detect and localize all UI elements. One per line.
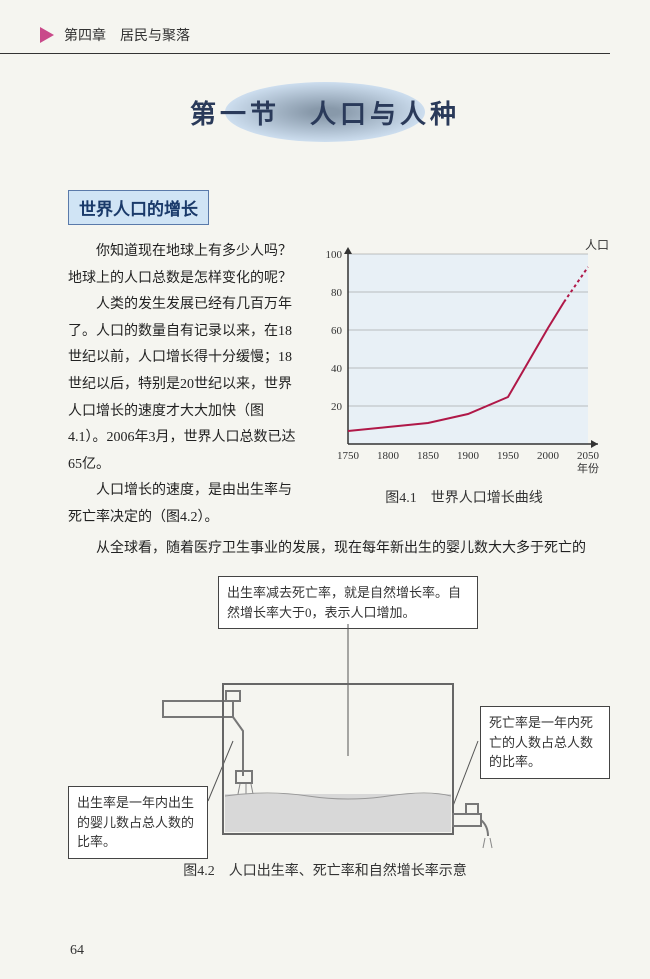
page-header: 第四章 居民与聚落 [0, 0, 610, 54]
section-title: 第一节 人口与人种 [0, 94, 650, 131]
text-column: 你知道现在地球上有多少人吗？地球上的人口总数是怎样变化的呢？ 人类的发生发展已经… [68, 239, 298, 532]
chart41-caption: 图4.1 世界人口增长曲线 [318, 487, 610, 507]
content-row: 你知道现在地球上有多少人吗？地球上的人口总数是怎样变化的呢？ 人类的发生发展已经… [0, 239, 650, 532]
svg-text:80: 80 [331, 287, 343, 299]
svg-text:人口/亿: 人口/亿 [585, 239, 608, 252]
svg-text:20: 20 [331, 401, 343, 413]
diagram42-caption: 图4.2 人口出生率、死亡率和自然增长率示意 [0, 860, 650, 880]
page-number: 64 [70, 943, 84, 959]
svg-text:1900: 1900 [457, 450, 480, 462]
diagram-svg [68, 576, 608, 856]
svg-text:年份: 年份 [577, 461, 599, 475]
svg-text:1950: 1950 [497, 450, 520, 462]
diagram-42: 出生率减去死亡率，就是自然增长率。自然增长率大于0，表示人口增加。 死亡率是一年… [68, 576, 610, 856]
svg-text:1850: 1850 [417, 450, 440, 462]
chart-svg: 20 40 60 80 100 1750 1800 1850 1900 1950… [318, 239, 608, 479]
svg-text:2050: 2050 [577, 450, 600, 462]
paragraph-1: 你知道现在地球上有多少人吗？地球上的人口总数是怎样变化的呢？ [68, 239, 298, 292]
svg-text:1800: 1800 [377, 450, 400, 462]
svg-text:1750: 1750 [337, 450, 360, 462]
chart-column: 20 40 60 80 100 1750 1800 1850 1900 1950… [298, 239, 610, 532]
paragraph-4: 从全球看，随着医疗卫生事业的发展，现在每年新出生的婴儿数大大多于死亡的 [68, 536, 610, 563]
chapter-title: 第四章 居民与聚落 [64, 25, 190, 45]
paragraph-3: 人口增长的速度，是由出生率与死亡率决定的（图4.2）。 [68, 478, 298, 531]
paragraph-2: 人类的发生发展已经有几百万年了。人口的数量自有记录以来，在18世纪以前，人口增长… [68, 292, 298, 478]
svg-text:2000: 2000 [537, 450, 560, 462]
svg-text:40: 40 [331, 363, 343, 375]
svg-text:60: 60 [331, 325, 343, 337]
section-banner: 第一节 人口与人种 [0, 82, 650, 162]
population-chart: 20 40 60 80 100 1750 1800 1850 1900 1950… [318, 239, 608, 479]
section-subtitle: 世界人口的增长 [68, 190, 209, 225]
full-width-text: 从全球看，随着医疗卫生事业的发展，现在每年新出生的婴儿数大大多于死亡的 [0, 532, 650, 563]
svg-text:100: 100 [326, 249, 343, 261]
chapter-marker-icon [40, 27, 54, 43]
